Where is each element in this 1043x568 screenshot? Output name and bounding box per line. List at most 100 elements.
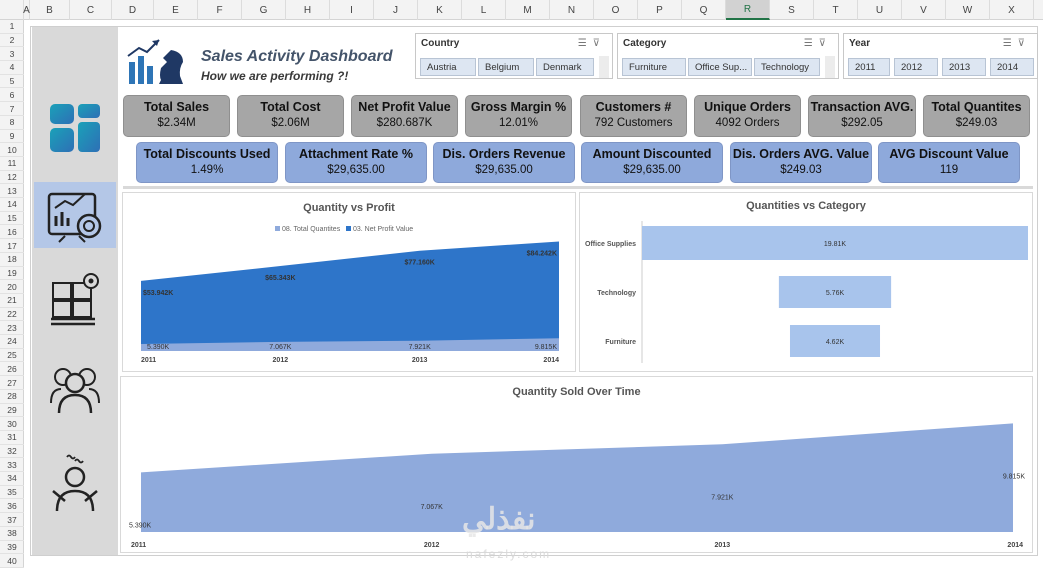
row-header-30[interactable]: 30 [0, 417, 24, 431]
row-header-37[interactable]: 37 [0, 513, 24, 527]
column-header-a[interactable]: A [23, 0, 30, 20]
row-header-5[interactable]: 5 [0, 75, 24, 89]
column-header-v[interactable]: V [902, 0, 946, 20]
column-header-u[interactable]: U [858, 0, 902, 20]
column-header-f[interactable]: F [198, 0, 242, 20]
row-header-33[interactable]: 33 [0, 458, 24, 473]
slicer-item-2012[interactable]: 2012 [894, 58, 938, 76]
row-header-4[interactable]: 4 [0, 61, 24, 75]
slicer-country-header: Country [421, 38, 460, 49]
row-header-14[interactable]: 14 [0, 198, 24, 212]
column-header-l[interactable]: L [462, 0, 506, 20]
clear-filter-icon[interactable]: ⊽ [1017, 38, 1031, 49]
row-header-39[interactable]: 39 [0, 541, 24, 555]
column-header-c[interactable]: C [70, 0, 112, 20]
row-header-13[interactable]: 13 [0, 184, 24, 199]
kpi-label: Amount Discounted [592, 147, 712, 161]
kpi-card-dis-orders-revenue: Dis. Orders Revenue $29,635.00 [433, 142, 575, 183]
row-header-18[interactable]: 18 [0, 253, 24, 267]
column-header-n[interactable]: N [550, 0, 594, 20]
row-header-10[interactable]: 10 [0, 143, 24, 157]
column-header-m[interactable]: M [506, 0, 550, 20]
row-header-21[interactable]: 21 [0, 294, 24, 308]
column-header-w[interactable]: W [946, 0, 990, 20]
column-header-b[interactable]: B [30, 0, 70, 20]
row-header-34[interactable]: 34 [0, 472, 24, 486]
row-header-31[interactable]: 31 [0, 431, 24, 445]
row-header-23[interactable]: 23 [0, 321, 24, 336]
multi-select-icon[interactable]: ☰ [577, 38, 593, 49]
row-header-6[interactable]: 6 [0, 89, 24, 103]
clear-filter-icon[interactable]: ⊽ [818, 38, 832, 49]
column-header-q[interactable]: Q [682, 0, 726, 20]
row-header-29[interactable]: 29 [0, 404, 24, 418]
row-header-7[interactable]: 7 [0, 102, 24, 116]
slicer-item-2013[interactable]: 2013 [942, 58, 986, 76]
nav-item-sales-analytics[interactable] [34, 182, 116, 248]
multi-select-icon[interactable]: ☰ [1002, 38, 1018, 49]
column-header-i[interactable]: I [330, 0, 374, 20]
row-header-27[interactable]: 27 [0, 376, 24, 390]
column-header-x[interactable]: X [990, 0, 1034, 20]
row-header-bar: 1 2 3 4 5 6 7 8 9 10 11 12 13 14 15 16 17 18 19 20 21 22 23 24 2… [0, 20, 24, 568]
slicer-item-2014[interactable]: 2014 [990, 58, 1034, 76]
column-header-k[interactable]: K [418, 0, 462, 20]
row-header-11[interactable]: 11 [0, 157, 24, 171]
slicer-item-denmark[interactable]: Denmark [536, 58, 594, 76]
row-header-16[interactable]: 16 [0, 226, 24, 240]
row-header-3[interactable]: 3 [0, 47, 24, 62]
column-header-t[interactable]: T [814, 0, 858, 20]
slicer-item-belgium[interactable]: Belgium [478, 58, 534, 76]
multi-select-icon[interactable]: ☰ [803, 38, 819, 49]
row-header-25[interactable]: 25 [0, 349, 24, 363]
column-header-s[interactable]: S [770, 0, 814, 20]
row-header-38[interactable]: 38 [0, 527, 24, 541]
kpi-value: $292.05 [841, 117, 883, 129]
nav-item-inventory[interactable] [34, 265, 116, 331]
column-header-d[interactable]: D [112, 0, 154, 20]
row-header-2[interactable]: 2 [0, 34, 24, 48]
kpi-label: AVG Discount Value [889, 147, 1009, 161]
column-header-g[interactable]: G [242, 0, 286, 20]
row-header-35[interactable]: 35 [0, 486, 24, 500]
row-header-22[interactable]: 22 [0, 308, 24, 322]
slicer-year: Year ☰⊽ 2011 2012 2013 2014 [843, 33, 1038, 79]
column-header-r[interactable]: R [726, 0, 770, 20]
slicer-category-scrollbar[interactable] [825, 56, 835, 78]
row-header-8[interactable]: 8 [0, 116, 24, 130]
nav-item-discounts[interactable] [34, 451, 116, 517]
slicer-item-office-supplies[interactable]: Office Sup... [688, 58, 752, 76]
slicer-item-2011[interactable]: 2011 [848, 58, 890, 76]
nav-item-customers[interactable] [34, 355, 116, 421]
chart-quantity-sold-over-time[interactable]: Quantity Sold Over Time 5.390K 7.067K 7.92… [120, 376, 1033, 553]
row-header-40[interactable]: 40 [0, 554, 24, 568]
column-header-e[interactable]: E [154, 0, 198, 20]
slicer-item-technology[interactable]: Technology [754, 58, 820, 76]
chart-quantities-vs-category[interactable]: Quantities vs Category 19.81K Office Supp… [579, 192, 1033, 372]
row-header-26[interactable]: 26 [0, 363, 24, 377]
row-header-28[interactable]: 28 [0, 390, 24, 404]
row-header-1[interactable]: 1 [0, 20, 24, 34]
row-header-17[interactable]: 17 [0, 239, 24, 253]
row-header-32[interactable]: 32 [0, 445, 24, 459]
clear-filter-icon[interactable]: ⊽ [592, 38, 606, 49]
row-header-20[interactable]: 20 [0, 280, 24, 294]
row-header-24[interactable]: 24 [0, 335, 24, 349]
column-header-o[interactable]: O [594, 0, 638, 20]
row-header-9[interactable]: 9 [0, 130, 24, 144]
slicer-country: Country ☰⊽ Austria Belgium Denmark [415, 33, 613, 79]
data-label-quantity: 7.067K [269, 344, 292, 351]
slicer-item-furniture[interactable]: Furniture [622, 58, 686, 76]
row-header-12[interactable]: 12 [0, 171, 24, 185]
column-header-h[interactable]: H [286, 0, 330, 20]
column-header-j[interactable]: J [374, 0, 418, 20]
select-all-corner[interactable] [0, 0, 24, 20]
slicer-item-austria[interactable]: Austria [420, 58, 476, 76]
row-header-15[interactable]: 15 [0, 212, 24, 226]
column-header-p[interactable]: P [638, 0, 682, 20]
row-header-19[interactable]: 19 [0, 267, 24, 281]
slicer-country-scrollbar[interactable] [599, 56, 609, 78]
nav-item-overview[interactable] [34, 95, 116, 161]
row-header-36[interactable]: 36 [0, 500, 24, 514]
chart-quantity-vs-profit[interactable]: Quantity vs Profit 08. Total Quantites 0… [122, 192, 576, 372]
